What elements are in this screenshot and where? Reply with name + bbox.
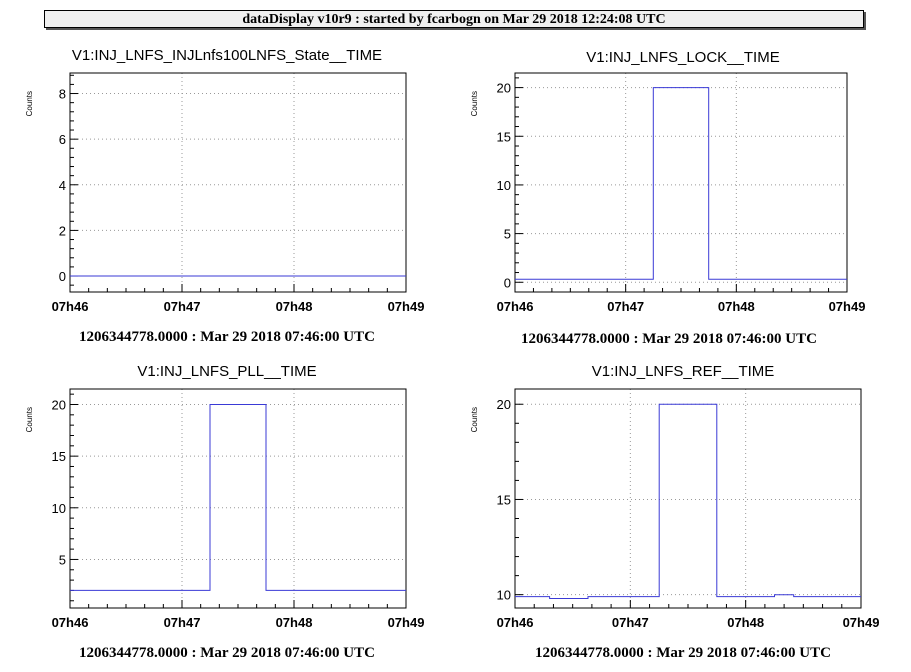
y-axis-label: Counts <box>25 407 34 432</box>
y-axis-label: Counts <box>470 407 479 432</box>
y-tick-label: 5 <box>504 227 511 242</box>
chart-title: V1:INJ_LNFS_LOCK__TIME <box>586 49 780 66</box>
x-tick-label: 07h48 <box>276 615 313 630</box>
y-tick-label: 10 <box>52 501 66 516</box>
x-tick-label: 07h46 <box>497 615 534 630</box>
plot-frame <box>514 388 862 609</box>
chart-title: V1:INJ_LNFS_REF__TIME <box>591 363 775 380</box>
y-tick-label: 2 <box>59 223 66 238</box>
y-tick-label: 15 <box>52 449 66 464</box>
x-tick-label: 07h49 <box>388 615 425 630</box>
x-tick-label: 07h48 <box>276 299 313 314</box>
y-tick-label: 0 <box>504 275 511 290</box>
x-tick-label: 07h48 <box>727 615 764 630</box>
y-tick-label: 15 <box>497 492 511 507</box>
x-tick-label: 07h47 <box>612 615 649 630</box>
x-tick-label: 07h49 <box>829 299 866 314</box>
y-tick-label: 20 <box>497 397 511 412</box>
y-axis-label: Counts <box>25 91 34 116</box>
x-tick-label: 07h46 <box>497 299 534 314</box>
series-line <box>515 87 847 280</box>
chart-footer: 1206344778.0000 : Mar 29 2018 07:46:00 U… <box>79 329 375 345</box>
y-tick-label: 4 <box>59 178 66 193</box>
x-tick-label: 07h49 <box>843 615 880 630</box>
header-banner: dataDisplay v10r9 : started by fcarbogn … <box>44 10 864 28</box>
y-tick-label: 6 <box>59 132 66 147</box>
chart-title: V1:INJ_LNFS_PLL__TIME <box>137 363 317 380</box>
chart-footer: 1206344778.0000 : Mar 29 2018 07:46:00 U… <box>79 645 375 661</box>
y-tick-label: 10 <box>497 588 511 603</box>
plot-frame <box>69 72 407 293</box>
plot-frame <box>514 72 848 293</box>
y-tick-label: 10 <box>497 178 511 193</box>
x-tick-label: 07h46 <box>52 299 89 314</box>
y-tick-label: 8 <box>59 87 66 102</box>
x-tick-label: 07h47 <box>164 299 201 314</box>
x-tick-label: 07h48 <box>718 299 755 314</box>
x-tick-label: 07h47 <box>607 299 644 314</box>
series-line <box>70 404 406 591</box>
x-tick-label: 07h49 <box>388 299 425 314</box>
y-tick-label: 15 <box>497 129 511 144</box>
plot-frame <box>69 388 407 609</box>
y-tick-label: 5 <box>59 552 66 567</box>
y-tick-label: 20 <box>52 397 66 412</box>
series-line <box>515 403 861 599</box>
chart-title: V1:INJ_LNFS_INJLnfs100LNFS_State__TIME <box>71 47 383 64</box>
x-tick-label: 07h46 <box>52 615 89 630</box>
y-axis-label: Counts <box>470 91 479 116</box>
x-tick-label: 07h47 <box>164 615 201 630</box>
y-tick-label: 0 <box>59 269 66 284</box>
chart-footer: 1206344778.0000 : Mar 29 2018 07:46:00 U… <box>535 645 831 661</box>
chart-footer: 1206344778.0000 : Mar 29 2018 07:46:00 U… <box>521 331 817 347</box>
y-tick-label: 20 <box>497 81 511 96</box>
